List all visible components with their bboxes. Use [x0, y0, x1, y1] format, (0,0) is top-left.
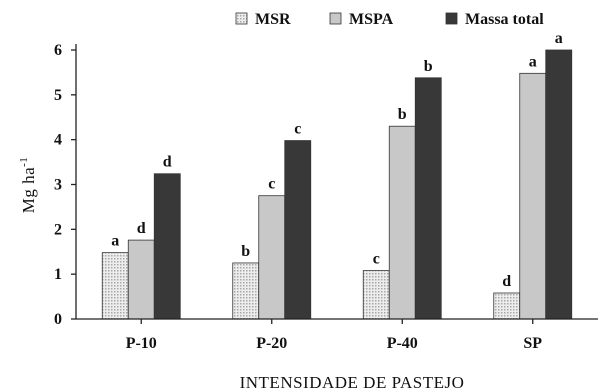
legend-swatch-mspa	[329, 12, 342, 25]
bar-massa-total-sp	[545, 49, 573, 320]
significance-letter: a	[529, 53, 537, 70]
significance-letter: d	[137, 220, 146, 237]
significance-letter: b	[424, 58, 433, 75]
bar-group-p-40: c b b	[362, 58, 442, 320]
y-tick-label: 4	[54, 132, 62, 149]
y-axis: 0 1 2 3 4 5 6	[54, 42, 77, 328]
legend-swatch-msr	[235, 12, 248, 25]
y-tick-label: 0	[54, 311, 62, 328]
legend-swatch-massa-total	[445, 12, 458, 25]
legend-label: Massa total	[465, 11, 544, 28]
bars: a d d b c c c b b d a a	[101, 30, 573, 320]
bar-mspa-sp	[519, 72, 547, 320]
bar-mspa-p-10	[127, 239, 155, 320]
significance-letter: d	[163, 154, 172, 171]
x-axis: P-10 P-20 P-40 SP	[76, 318, 598, 352]
legend-label: MSPA	[349, 11, 394, 28]
bar-msr-p-10	[101, 252, 129, 320]
significance-letter: a	[555, 30, 563, 47]
y-tick-label: 3	[54, 177, 62, 194]
bar-msr-p-40	[362, 270, 390, 320]
y-tick-label: 5	[54, 87, 62, 104]
significance-letter: a	[111, 233, 119, 250]
bar-mspa-p-20	[258, 195, 286, 320]
x-tick-label: SP	[523, 335, 542, 352]
bar-group-p-10: a d d	[101, 154, 181, 320]
legend-label: MSR	[255, 11, 291, 28]
significance-letter: b	[398, 106, 407, 123]
y-axis-title-text: Mg ha	[19, 167, 38, 213]
significance-letter: b	[241, 243, 250, 260]
bar-massa-total-p-10	[153, 173, 181, 320]
y-axis-title: Mg ha-1	[18, 157, 38, 214]
bar-group-p-20: b c c	[232, 121, 312, 320]
significance-letter: c	[373, 251, 380, 268]
legend: MSR MSPA Massa total	[235, 11, 544, 28]
significance-letter: c	[294, 121, 301, 138]
bar-group-sp: d a a	[493, 30, 573, 320]
x-axis-title: INTENSIDADE DE PASTEJO	[240, 373, 465, 392]
y-tick-label: 6	[54, 42, 62, 59]
x-tick-label: P-40	[387, 335, 418, 352]
bar-massa-total-p-20	[284, 140, 312, 320]
y-tick-label: 2	[54, 221, 62, 238]
y-axis-title-superscript: -1	[18, 157, 30, 167]
bar-msr-sp	[493, 292, 521, 320]
bar-mspa-p-40	[388, 125, 416, 320]
significance-letter: c	[268, 176, 275, 193]
y-tick-label: 1	[54, 266, 62, 283]
bar-massa-total-p-40	[414, 77, 442, 320]
significance-letter: d	[502, 273, 511, 290]
x-tick-label: P-10	[126, 335, 157, 352]
x-tick-label: P-20	[256, 335, 287, 352]
bar-msr-p-20	[232, 262, 260, 320]
